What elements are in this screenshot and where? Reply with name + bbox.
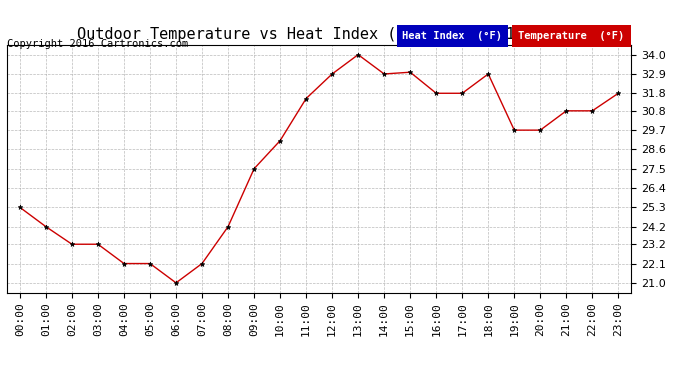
Text: Heat Index  (°F): Heat Index (°F)	[402, 31, 502, 41]
Bar	[512, 25, 631, 47]
Text: Copyright 2016 Cartronics.com: Copyright 2016 Cartronics.com	[7, 39, 188, 50]
Text: Temperature  (°F): Temperature (°F)	[518, 31, 624, 41]
Title: Outdoor Temperature vs Heat Index (24 Hours) 20160409: Outdoor Temperature vs Heat Index (24 Ho…	[77, 27, 561, 42]
Bar	[397, 25, 508, 47]
